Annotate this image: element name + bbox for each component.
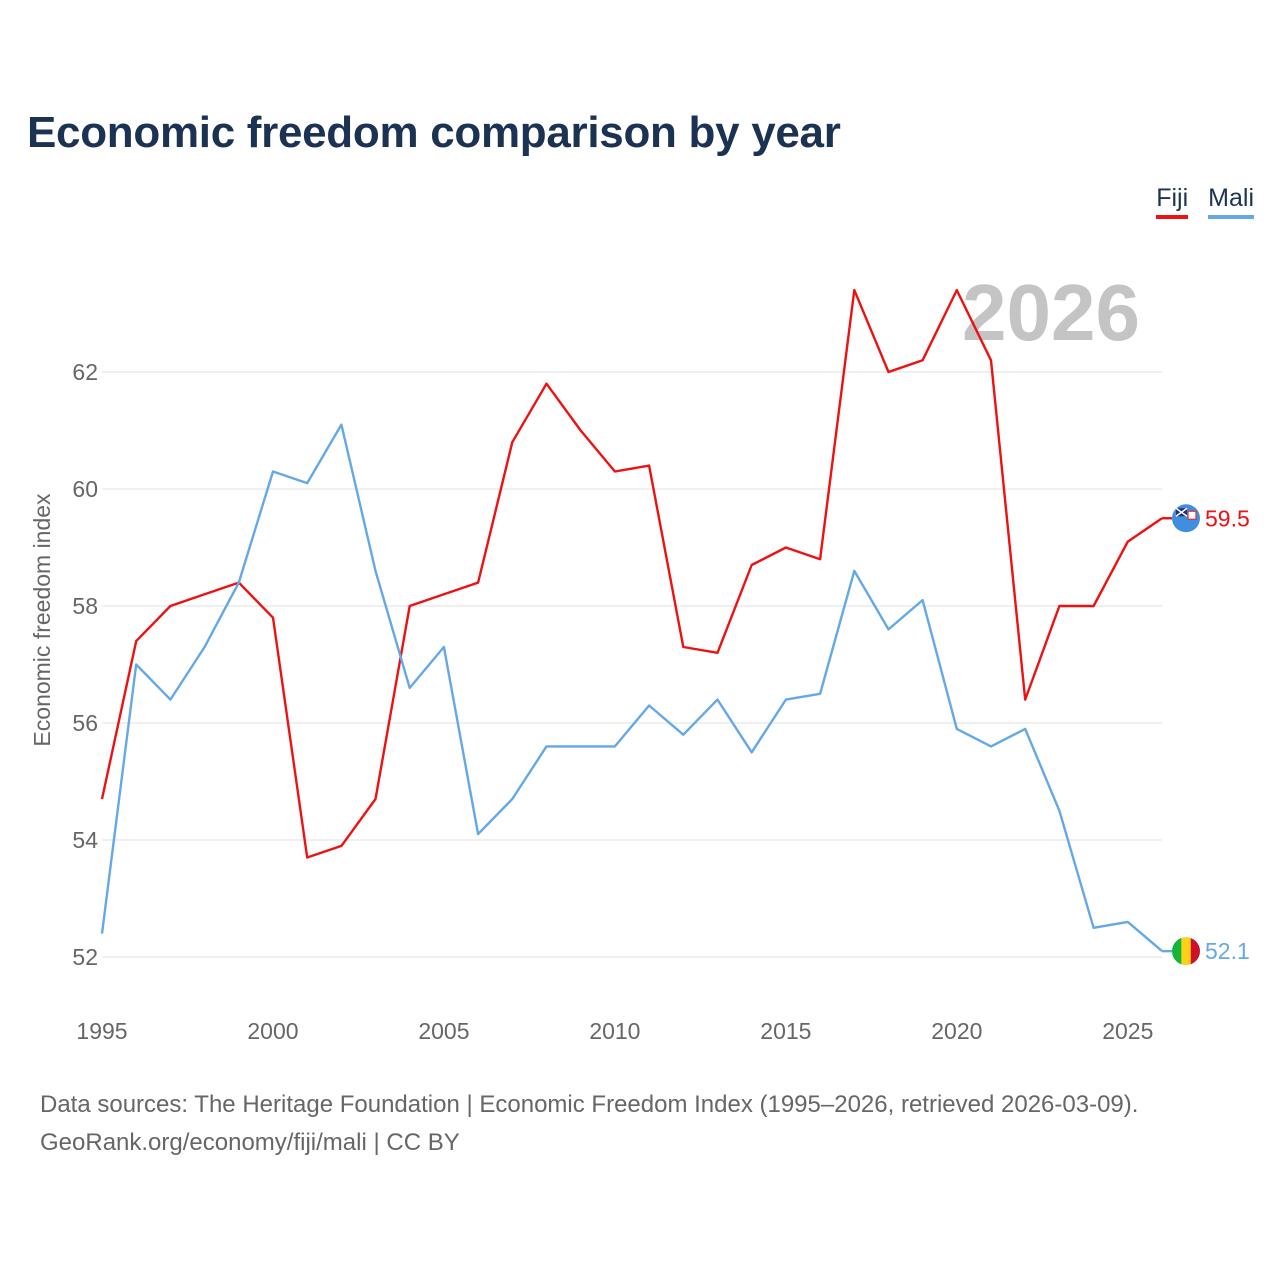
y-tick-label: 54 — [72, 827, 98, 853]
y-tick-label: 62 — [72, 359, 98, 385]
legend: Fiji Mali — [1156, 183, 1254, 219]
y-tick-label: 52 — [72, 944, 98, 970]
x-tick-label: 2000 — [247, 1018, 298, 1044]
x-tick-label: 1995 — [76, 1018, 127, 1044]
x-tick-label: 2015 — [760, 1018, 811, 1044]
series-line-fiji[interactable] — [100, 288, 1163, 859]
footer-sources: Data sources: The Heritage Foundation | … — [40, 1091, 1139, 1118]
series-line-mali[interactable] — [100, 423, 1163, 953]
legend-item-mali[interactable]: Mali — [1208, 183, 1254, 219]
x-tick-label: 2010 — [589, 1018, 640, 1044]
legend-item-fiji[interactable]: Fiji — [1156, 183, 1189, 219]
x-tick-label: 2025 — [1102, 1018, 1153, 1044]
footer: Data sources: The Heritage Foundation | … — [40, 1086, 1138, 1162]
end-value-label-mali: 52.1 — [1205, 938, 1250, 964]
y-tick-label: 60 — [72, 476, 98, 502]
flag-icon-mali — [1172, 937, 1200, 966]
flag-icon-fiji — [1172, 504, 1200, 533]
y-tick-label: 56 — [72, 710, 98, 736]
x-tick-label: 2020 — [931, 1018, 982, 1044]
current-year-watermark: 2026 — [962, 268, 1140, 357]
line-chart: 2026 52 54 56 58 60 62 1995 2000 2005 2010 2015 202… — [29, 268, 1250, 1044]
x-tick-label: 2005 — [418, 1018, 469, 1044]
y-tick-label: 58 — [72, 593, 98, 619]
footer-url[interactable]: GeoRank.org/economy/fiji/mali | CC BY — [40, 1129, 460, 1156]
y-axis-label: Economic freedom index — [29, 493, 55, 747]
chart-title: Economic freedom comparison by year — [27, 108, 841, 157]
end-value-label-fiji: 59.5 — [1205, 505, 1250, 531]
